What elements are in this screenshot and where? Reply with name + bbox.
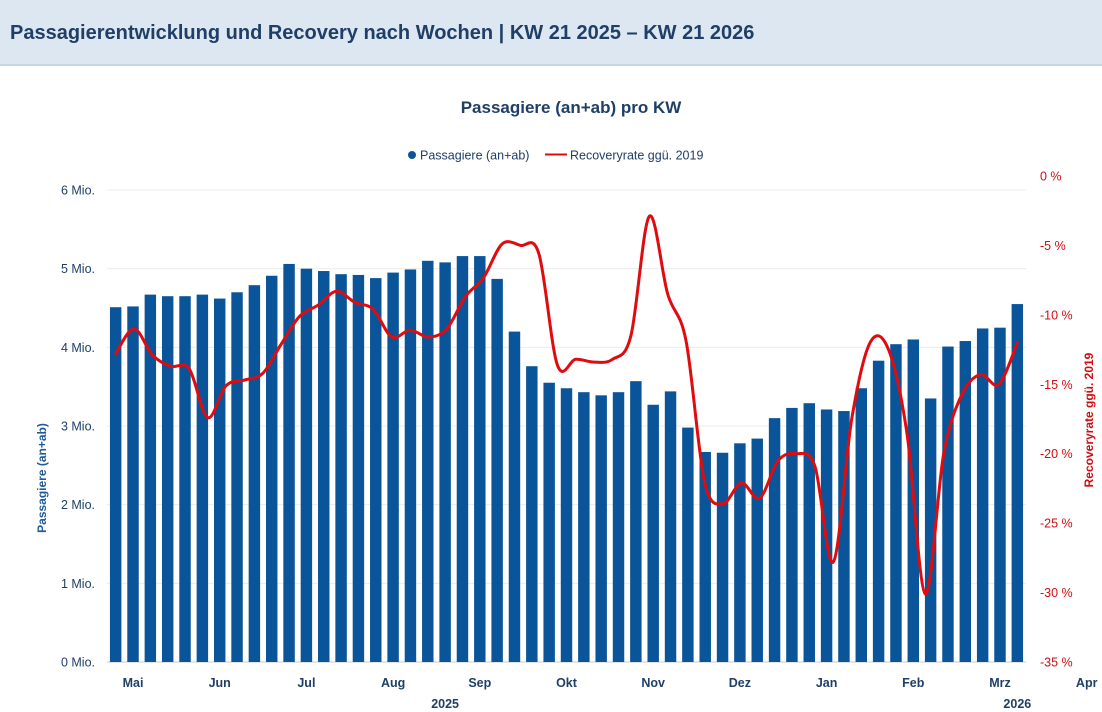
bar <box>335 274 347 662</box>
bar <box>595 395 607 662</box>
line-series <box>114 214 1019 596</box>
x-tick-label: Okt <box>556 676 578 690</box>
chart-title: Passagiere (an+ab) pro KW <box>461 98 683 117</box>
bar <box>543 382 555 662</box>
y-right-tick-label: -15 % <box>1040 378 1073 392</box>
bar <box>144 294 157 662</box>
legend-bar-marker <box>408 151 416 159</box>
y-left-tick-label: 2 Mio. <box>61 498 95 512</box>
x-tick-label: Apr <box>1076 676 1098 690</box>
bar <box>456 256 469 662</box>
bar <box>1011 304 1024 662</box>
bar <box>474 256 486 662</box>
x-tick-label: Feb <box>902 676 925 690</box>
legend: Passagiere (an+ab) Recoveryrate ggü. 201… <box>408 149 703 163</box>
x-tick-label: Jan <box>816 676 838 690</box>
bar <box>872 360 885 662</box>
legend-label-passagiere: Passagiere (an+ab) <box>420 149 529 163</box>
x-tick-label: Aug <box>381 676 405 690</box>
bar <box>647 404 659 662</box>
x-year-label: 2026 <box>1003 697 1031 711</box>
chart: Passagiere (an+ab) pro KW Passagiere (an… <box>35 98 1098 711</box>
bar <box>179 296 191 662</box>
bar <box>283 263 295 662</box>
y-left-tick-label: 6 Mio. <box>61 184 95 198</box>
bar <box>768 418 781 662</box>
bar <box>231 292 243 662</box>
bar <box>127 306 139 662</box>
y-axis-left: 0 Mio. 1 Mio. 2 Mio. 3 Mio. 4 Mio. 5 Mio. 6 Mi… <box>61 184 95 670</box>
legend-label-recovery: Recoveryrate ggü. 2019 <box>570 149 703 163</box>
bar <box>109 307 122 662</box>
bar <box>734 443 746 662</box>
bar <box>959 341 972 662</box>
x-tick-label: Sep <box>468 676 491 690</box>
bar <box>213 298 226 662</box>
bar <box>508 331 521 662</box>
y-left-tick-label: 4 Mio. <box>61 341 95 355</box>
x-tick-label: Mai <box>123 676 144 690</box>
bar <box>578 392 590 662</box>
y-right-tick-label: -25 % <box>1040 517 1073 531</box>
bar <box>890 344 902 662</box>
x-tick-label: Dez <box>729 676 751 690</box>
bar <box>266 275 278 662</box>
x-tick-label: Nov <box>641 676 665 690</box>
bar <box>942 346 954 662</box>
bar <box>716 452 729 662</box>
bar <box>196 294 209 662</box>
x-tick-label: Mrz <box>989 676 1011 690</box>
bar <box>838 411 850 662</box>
bar <box>786 407 798 662</box>
bar <box>248 285 261 662</box>
x-tick-label: Jun <box>209 676 231 690</box>
y-left-tick-label: 3 Mio. <box>61 420 95 434</box>
y-right-tick-label: -20 % <box>1040 447 1073 461</box>
bar <box>300 268 313 662</box>
y-axis-right: 0 % -5 % -10 % -15 % -20 % -25 % -30 % -35 % <box>1040 170 1073 670</box>
bar <box>699 451 711 662</box>
bar <box>976 328 989 662</box>
bar <box>422 260 434 662</box>
bar <box>352 274 365 662</box>
y-left-tick-label: 0 Mio. <box>61 656 95 670</box>
y-axis-right-title: Recoveryrate ggü. 2019 <box>1082 352 1096 487</box>
y-right-tick-label: -10 % <box>1040 308 1073 322</box>
header-bar: Passagierentwicklung und Recovery nach W… <box>0 0 1102 66</box>
bar <box>612 392 625 662</box>
x-year-label: 2025 <box>431 697 459 711</box>
bar <box>924 398 937 662</box>
y-right-tick-label: -35 % <box>1040 656 1073 670</box>
x-axis: MaiJunJulAugSepOktNovDezJanFebMrzAprMai2… <box>123 676 1098 711</box>
bar <box>491 278 503 662</box>
bar <box>387 272 399 662</box>
bar <box>664 391 677 662</box>
bar <box>161 296 174 662</box>
bar <box>560 388 573 662</box>
bar <box>318 271 330 662</box>
bar-series <box>109 256 1024 662</box>
bar <box>682 427 694 662</box>
recovery-line <box>114 214 1019 596</box>
bar <box>751 438 763 662</box>
y-right-tick-label: -5 % <box>1040 239 1066 253</box>
bar <box>370 278 382 662</box>
bar <box>855 388 867 662</box>
page-title: Passagierentwicklung und Recovery nach W… <box>10 22 755 44</box>
bar <box>803 403 815 662</box>
y-right-tick-label: -30 % <box>1040 586 1073 600</box>
bar <box>439 262 451 662</box>
bar <box>526 366 538 662</box>
bar <box>404 269 417 662</box>
bar <box>630 381 642 662</box>
x-tick-label: Jul <box>297 676 315 690</box>
y-left-tick-label: 1 Mio. <box>61 577 95 591</box>
bar <box>994 327 1006 662</box>
y-axis-left-title: Passagiere (an+ab) <box>35 423 49 533</box>
y-left-tick-label: 5 Mio. <box>61 262 95 276</box>
y-right-tick-label: 0 % <box>1040 170 1062 184</box>
